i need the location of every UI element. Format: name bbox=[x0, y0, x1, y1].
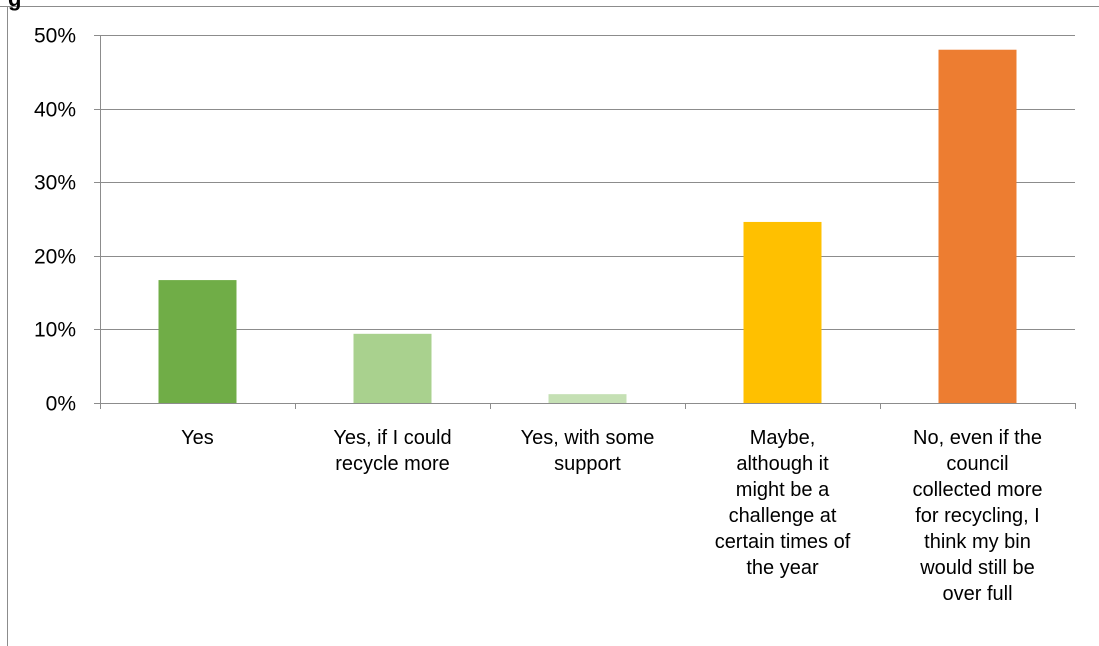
y-tick-label: 30% bbox=[34, 172, 76, 195]
bars bbox=[158, 49, 1017, 403]
bar bbox=[353, 333, 432, 403]
x-axis-category-labels: Yes Yes, if I could recycle more Yes, with … bbox=[181, 427, 1042, 605]
y-tick-label: 50% bbox=[34, 25, 76, 48]
bar bbox=[158, 280, 237, 403]
bar bbox=[548, 394, 627, 403]
bar bbox=[938, 49, 1017, 403]
bar bbox=[743, 221, 822, 403]
axes bbox=[100, 35, 1076, 409]
category-label: Yes bbox=[181, 427, 214, 449]
frame-left-border bbox=[7, 6, 8, 646]
y-axis-tick-labels: 0% 10% 20% 30% 40% 50% bbox=[34, 25, 76, 416]
y-tick-label: 20% bbox=[34, 246, 76, 269]
y-tick-label: 40% bbox=[34, 99, 76, 122]
cropped-title: g bbox=[8, 0, 21, 12]
category-label: Yes, if I could recycle more bbox=[333, 427, 451, 475]
category-label: Yes, with some support bbox=[521, 427, 655, 475]
category-label: No, even if the council collected more for … bbox=[912, 427, 1042, 605]
category-label: Maybe, although it might be a challenge at c… bbox=[715, 427, 851, 579]
gridlines bbox=[94, 35, 1075, 404]
frame-top-border bbox=[0, 6, 1099, 7]
y-tick-label: 0% bbox=[46, 393, 76, 416]
y-tick-label: 10% bbox=[34, 319, 76, 342]
